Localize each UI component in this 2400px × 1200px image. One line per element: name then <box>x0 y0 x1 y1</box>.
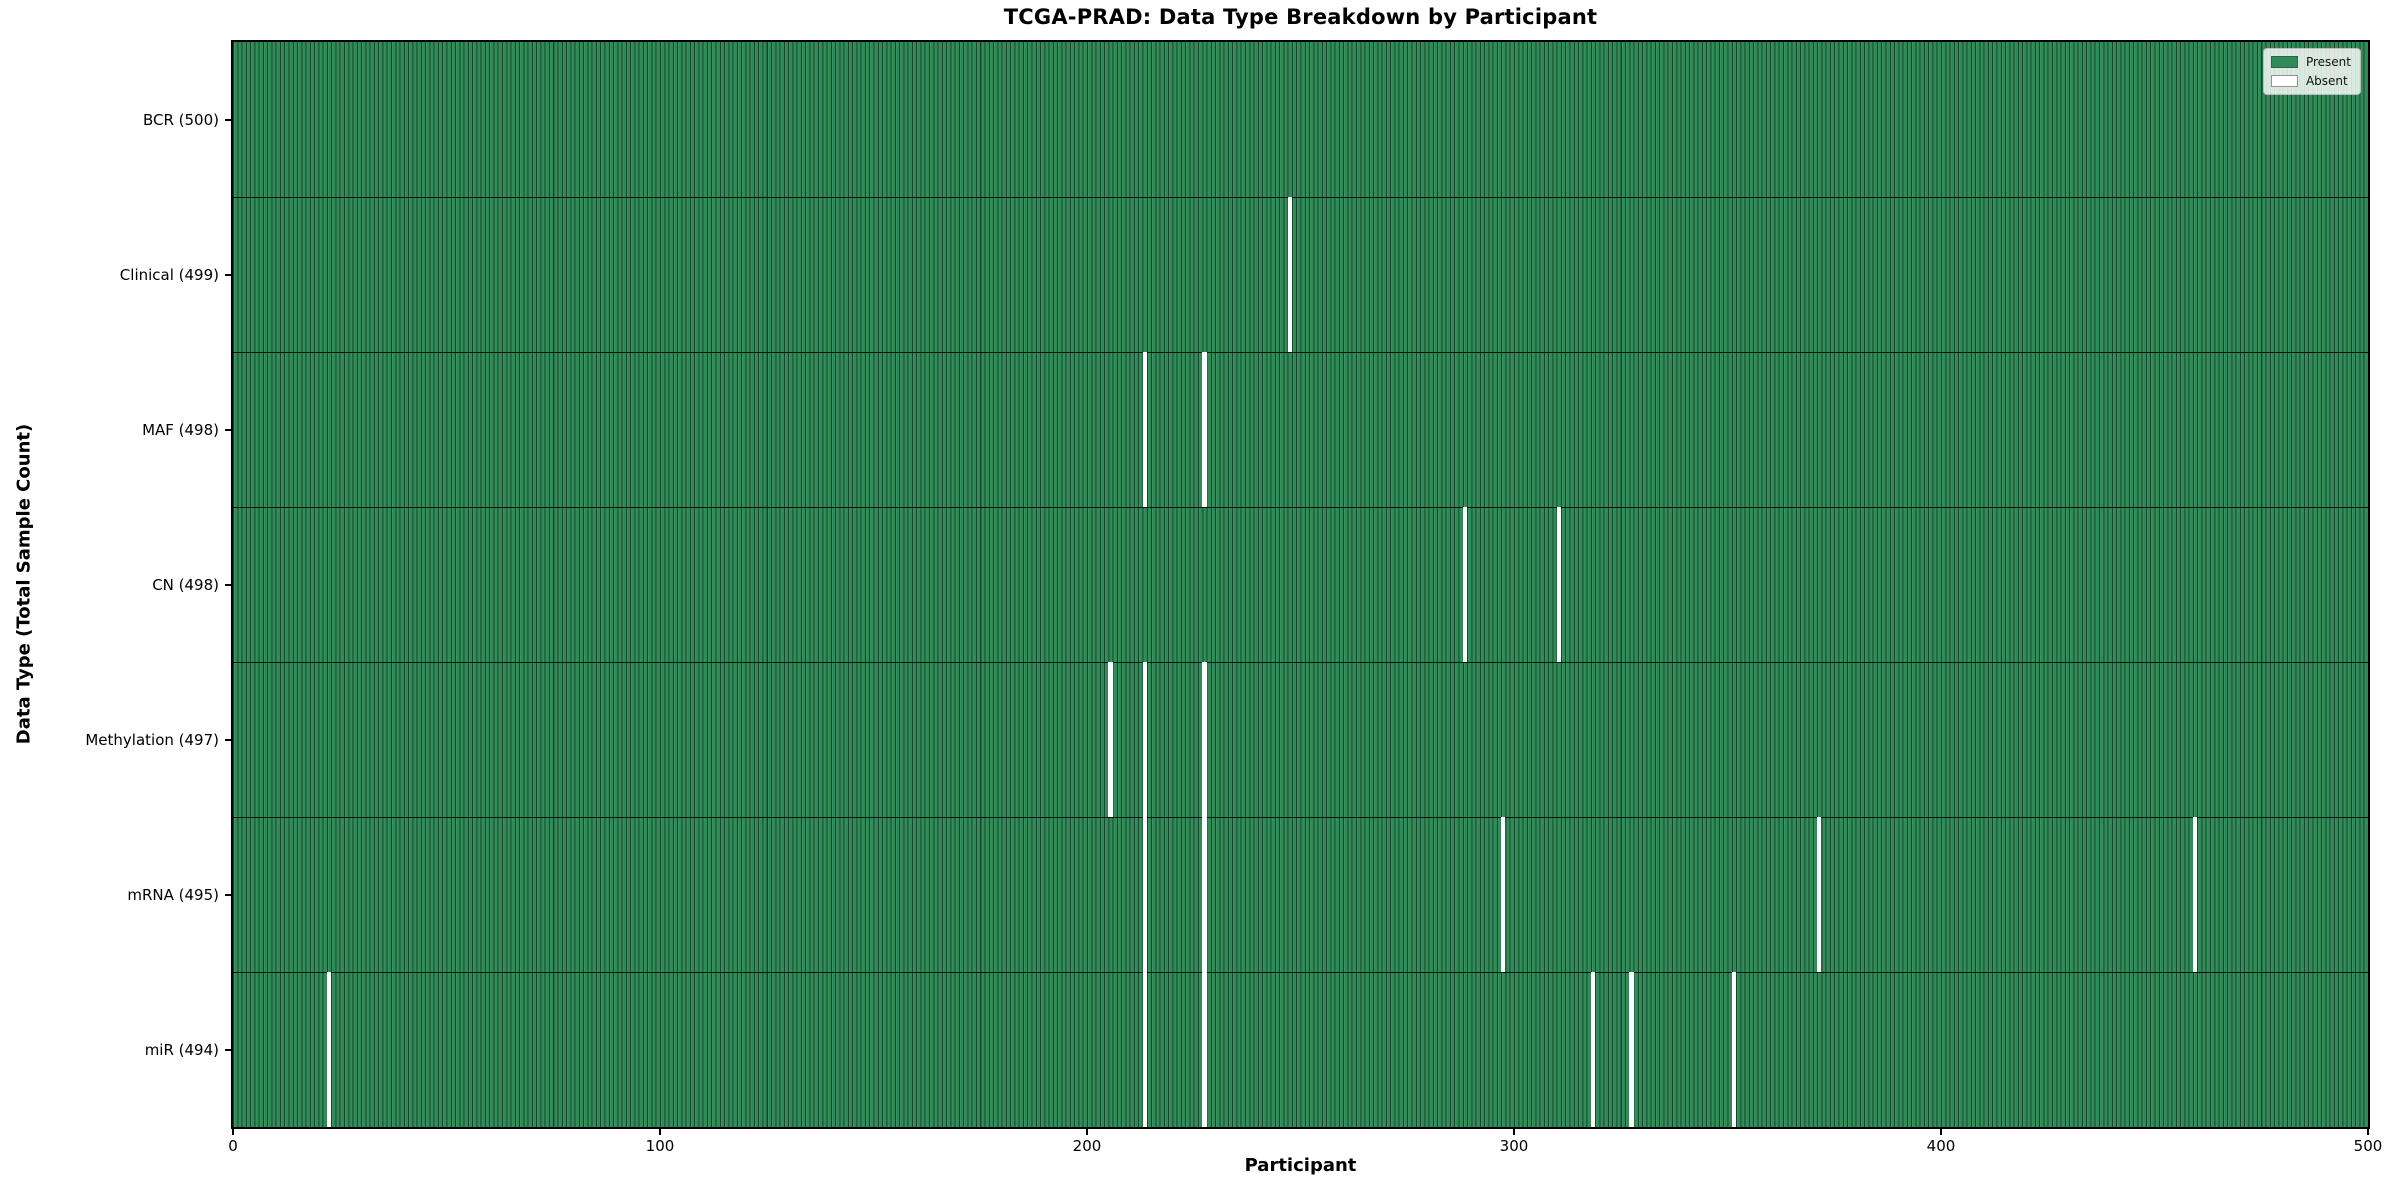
y-axis-title: Data Type (Total Sample Count) <box>13 423 35 745</box>
absent-gap-maf-p227 <box>1202 352 1207 507</box>
absent-gap-maf-p213 <box>1142 352 1147 507</box>
row-band-mrna <box>233 817 2368 972</box>
absent-gap-mrna-p227 <box>1202 817 1207 972</box>
y-tick-label-mrna: mRNA (495) <box>127 885 219 904</box>
present-bars-texture <box>233 42 2368 1127</box>
legend-swatch-absent-icon <box>2270 75 2298 87</box>
absent-gap-methylation-p205 <box>1108 662 1113 817</box>
absent-gap-cn-p288 <box>1462 507 1468 662</box>
row-band-mir <box>233 972 2368 1127</box>
absent-gap-mir-p327 <box>1629 972 1634 1127</box>
row-band-cn <box>233 507 2368 662</box>
y-tick <box>225 118 233 121</box>
y-tick-label-mir: miR (494) <box>144 1040 219 1059</box>
x-tick-label-0: 0 <box>228 1137 238 1155</box>
legend-entry-present: Present <box>2270 55 2351 69</box>
row-band-maf <box>233 352 2368 507</box>
absent-gap-mir-p227 <box>1202 972 1207 1127</box>
absent-gap-mrna-p371 <box>1817 817 1822 972</box>
y-tick <box>225 738 233 741</box>
x-tick <box>659 1127 661 1135</box>
y-tick-label-cn: CN (498) <box>152 575 219 594</box>
y-tick <box>225 273 233 276</box>
absent-gap-mir-p351 <box>1731 972 1737 1127</box>
y-tick <box>225 583 233 586</box>
absent-gap-mrna-p213 <box>1142 817 1147 972</box>
legend-entry-absent: Absent <box>2270 74 2351 88</box>
absent-gap-cn-p310 <box>1556 507 1561 662</box>
row-separator <box>233 196 2368 198</box>
y-tick-label-bcr: BCR (500) <box>142 110 219 129</box>
row-separator <box>233 351 2368 353</box>
absent-gap-methylation-p213 <box>1142 662 1147 817</box>
y-tick <box>225 1048 233 1051</box>
x-tick-label-200: 200 <box>1072 1137 1102 1155</box>
x-tick-label-400: 400 <box>1926 1137 1956 1155</box>
y-tick <box>225 893 233 896</box>
x-tick-label-500: 500 <box>2353 1137 2383 1155</box>
x-axis-title: Participant <box>1244 1155 1357 1176</box>
row-separator <box>233 506 2368 508</box>
x-tick <box>1513 1127 1515 1135</box>
absent-gap-clinical-p247 <box>1287 197 1292 352</box>
row-separator <box>233 971 2368 973</box>
row-separator <box>233 816 2368 818</box>
absent-gap-mir-p22 <box>326 972 332 1127</box>
absent-gap-mir-p213 <box>1142 972 1147 1127</box>
absent-gap-methylation-p227 <box>1202 662 1207 817</box>
absent-gap-mrna-p297 <box>1501 817 1506 972</box>
y-tick-label-methylation: Methylation (497) <box>85 730 219 749</box>
y-tick-label-clinical: Clinical (499) <box>119 265 219 284</box>
row-separator <box>233 661 2368 663</box>
row-band-clinical <box>233 197 2368 352</box>
chart-title: TCGA-PRAD: Data Type Breakdown by Partic… <box>1003 5 1598 29</box>
x-tick <box>1940 1127 1942 1135</box>
plot-area: Present Absent <box>231 40 2370 1129</box>
x-tick-label-300: 300 <box>1499 1137 1529 1155</box>
x-tick <box>232 1127 234 1135</box>
legend-label-present: Present <box>2305 55 2351 69</box>
row-band-methylation <box>233 662 2368 817</box>
x-tick <box>2367 1127 2369 1135</box>
absent-gap-mrna-p459 <box>2192 817 2198 972</box>
y-tick <box>225 428 233 431</box>
legend: Present Absent <box>2262 48 2361 95</box>
x-tick-label-100: 100 <box>645 1137 675 1155</box>
y-tick-label-maf: MAF (498) <box>142 420 219 439</box>
x-tick <box>1086 1127 1088 1135</box>
row-band-bcr <box>233 42 2368 197</box>
legend-label-absent: Absent <box>2305 74 2348 88</box>
absent-gap-mir-p318 <box>1590 972 1596 1127</box>
legend-swatch-present-icon <box>2270 56 2298 68</box>
